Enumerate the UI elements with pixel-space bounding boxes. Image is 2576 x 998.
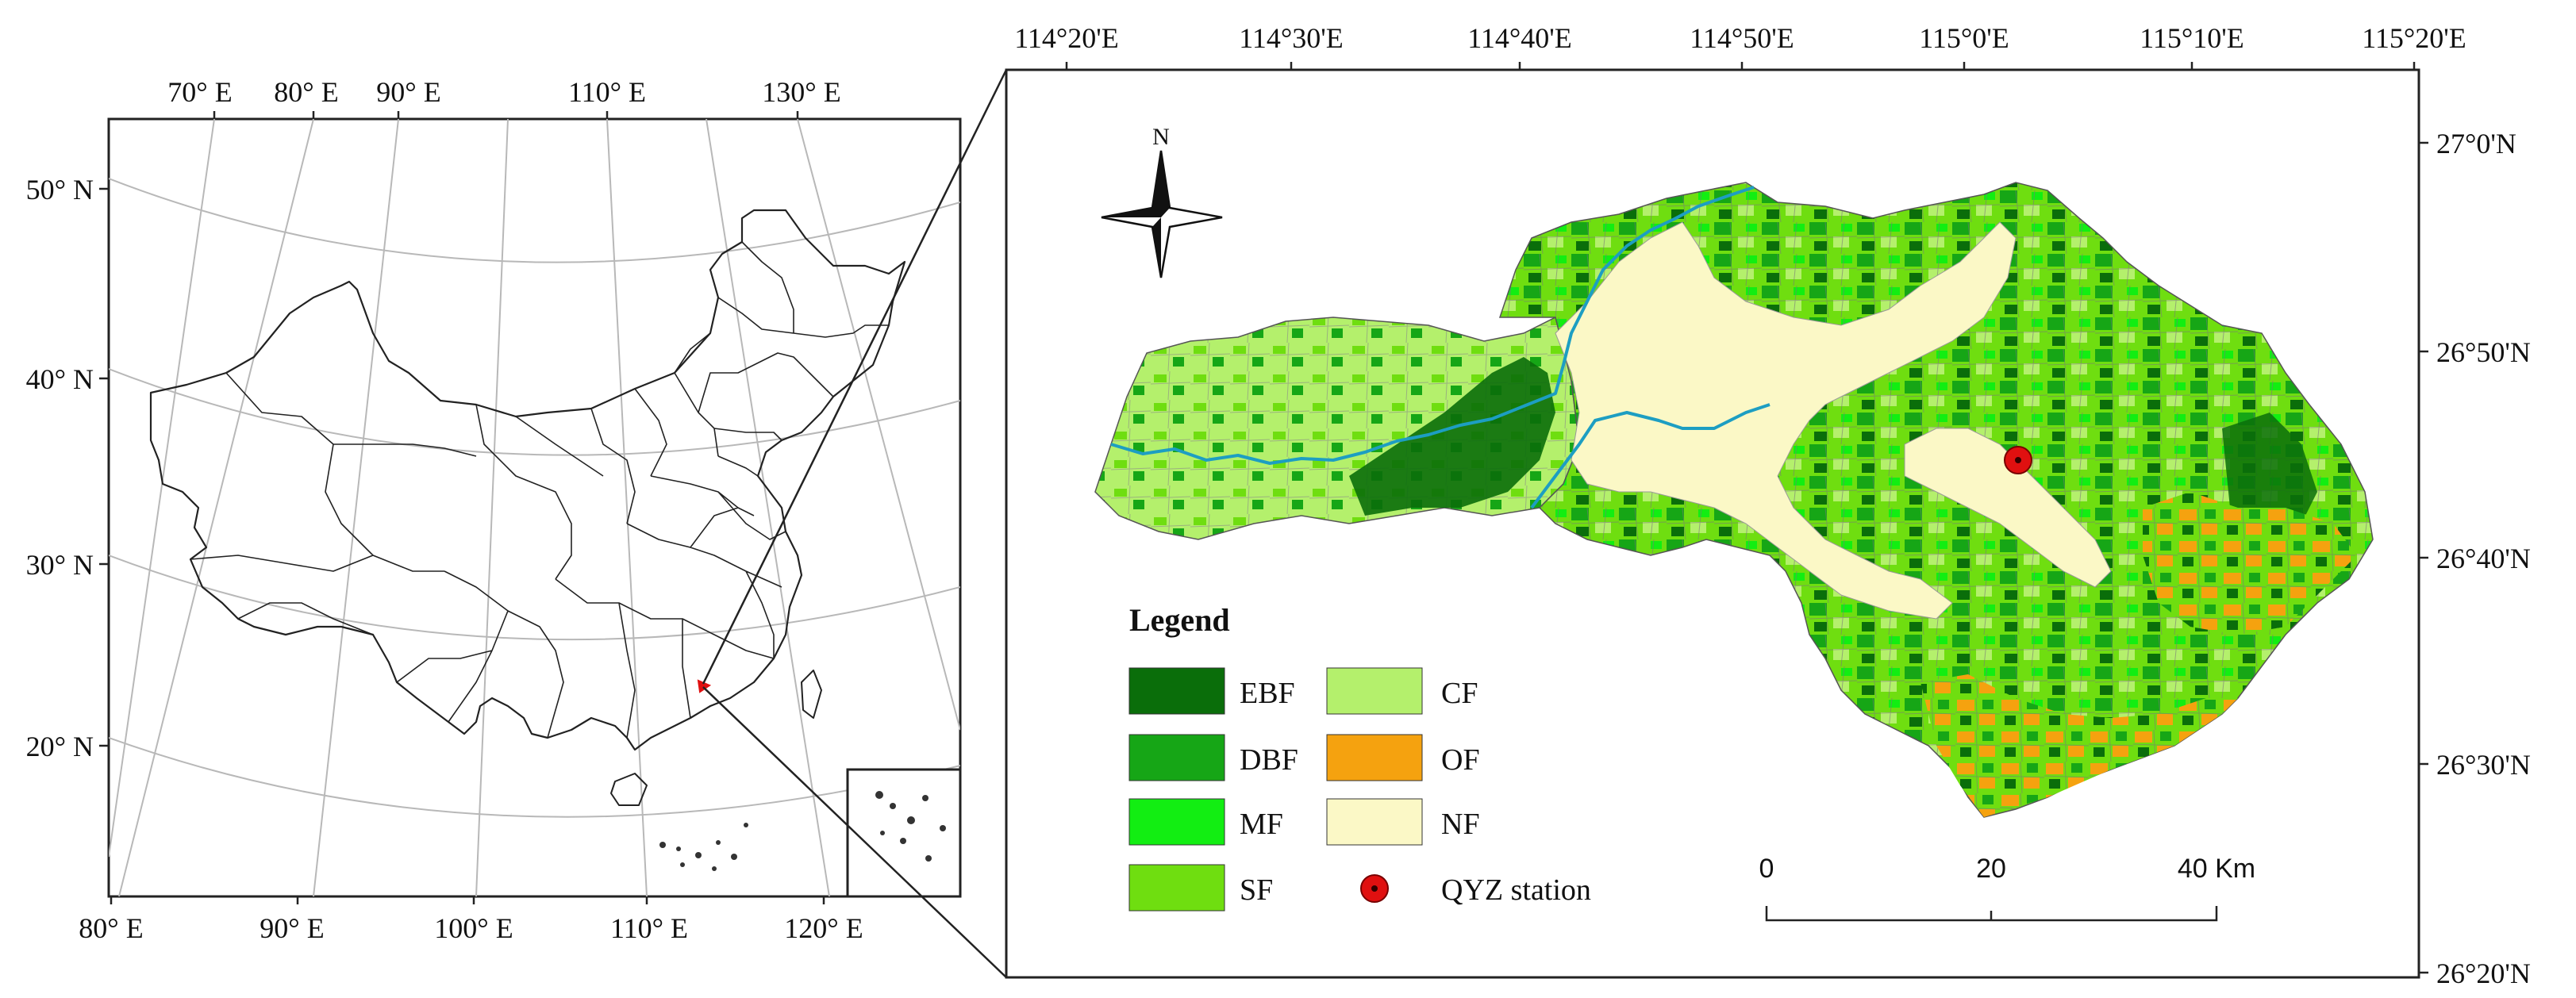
- detail-lat-label-2: 26°50'N: [2436, 336, 2531, 368]
- legend-swatch-of: [1326, 734, 1423, 781]
- overview-bottom-lon-label-3: 100° E: [434, 912, 513, 944]
- of-zone-south: [1920, 674, 2238, 817]
- parallel-50: [109, 178, 960, 263]
- south-china-sea-islands: [659, 823, 748, 871]
- graticule: [109, 119, 960, 896]
- meridian-70: [109, 119, 215, 858]
- detail-top-lon-label-6: 115°10'E: [2140, 22, 2244, 54]
- legend-swatch-dbf: [1128, 734, 1225, 781]
- qyz-station-center: [2015, 457, 2021, 463]
- legend-label-mf: MF: [1240, 808, 1283, 841]
- legend-label-ebf: EBF: [1240, 677, 1295, 710]
- south-china-sea-inset: [846, 768, 962, 898]
- legend-label-sf: SF: [1240, 873, 1273, 907]
- nf-valley: [1555, 221, 2017, 620]
- overview-bottom-lon-label-5: 120° E: [784, 912, 863, 944]
- parallel-20: [109, 737, 960, 818]
- overview-top-lon-label-4: 110° E: [568, 76, 646, 108]
- detail-lat-label-5: 26°20'N: [2436, 958, 2531, 989]
- scale-label-20: 20: [1976, 854, 2006, 884]
- legend-label-cf: CF: [1441, 677, 1478, 710]
- overview-bottom-lon-label-1: 80° E: [79, 912, 143, 944]
- hainan-island: [610, 773, 648, 806]
- legend-label-qyz-station: QYZ station: [1441, 873, 1591, 907]
- legend-station-symbol-center: [1371, 885, 1378, 892]
- detail-top-lon-label-7: 115°20'E: [2362, 22, 2466, 54]
- nf-strip-east: [1904, 428, 2112, 588]
- overview-lat-label-4: 20° N: [26, 731, 94, 762]
- legend-swatch-cf: [1326, 667, 1423, 715]
- north-arrow-shade: [1102, 151, 1170, 278]
- overview-lat-label-1: 50° N: [26, 174, 94, 205]
- meridian-110: [606, 119, 648, 896]
- country-outline: [149, 209, 906, 871]
- river: [1110, 186, 1771, 509]
- map-legend: Legend EBF DBF MF SF CF OF NF QYZ statio…: [1128, 602, 1591, 912]
- parallel-30: [109, 555, 960, 641]
- ebf-band-west: [1349, 357, 1555, 516]
- legend-label-of: OF: [1441, 743, 1480, 777]
- meridian-90: [313, 119, 399, 896]
- north-arrow: N: [1101, 124, 1223, 278]
- legend-label-nf: NF: [1441, 808, 1480, 841]
- inset-islands: [875, 791, 946, 862]
- overview-frame: [107, 117, 962, 898]
- overview-bottom-lon-label-4: 110° E: [610, 912, 688, 944]
- legend-swatch-mf: [1128, 798, 1225, 846]
- detail-map: N Legend EBF DBF MF SF CF OF NF QYZ stat…: [1005, 22, 2531, 989]
- meridian-100: [475, 119, 509, 896]
- overview-lat-ticks: [99, 187, 109, 747]
- north-arrow-label: N: [1152, 124, 1170, 150]
- detail-right-lat-ticks: [2419, 141, 2428, 974]
- legend-swatch-nf: [1326, 798, 1423, 846]
- scale-bar: 0 20 40 Km: [1759, 854, 2255, 922]
- china-border: [149, 209, 906, 751]
- overview-top-lon-label-2: 80° E: [274, 76, 338, 108]
- overview-lat-label-3: 30° N: [26, 549, 94, 581]
- legend-swatch-ebf: [1128, 667, 1225, 715]
- province-lines: [190, 241, 889, 739]
- overview-top-lon-ticks: [213, 111, 799, 119]
- detail-lat-label-1: 27°0'N: [2436, 128, 2516, 159]
- scale-label-0: 0: [1759, 854, 1774, 884]
- overview-bottom-lon-ticks: [110, 896, 825, 904]
- overview-map: 70° E 80° E 90° E 110° E 130° E 80° E 90…: [26, 76, 962, 944]
- overview-top-lon-label-3: 90° E: [376, 76, 440, 108]
- scale-label-40: 40 Km: [2178, 854, 2255, 884]
- legend-swatch-sf: [1128, 864, 1225, 912]
- zoom-connector-lines: [702, 69, 1008, 978]
- overview-bottom-lon-label-2: 90° E: [260, 912, 324, 944]
- detail-top-lon-ticks: [1065, 62, 2416, 70]
- detail-lat-label-3: 26°40'N: [2436, 543, 2531, 574]
- detail-top-lon-label-1: 114°20'E: [1014, 22, 1119, 54]
- overview-top-lon-label-5: 130° E: [762, 76, 840, 108]
- legend-label-dbf: DBF: [1240, 743, 1298, 777]
- detail-top-lon-label-4: 114°50'E: [1690, 22, 1794, 54]
- meridian-130: [797, 119, 960, 731]
- meridian-120: [706, 119, 830, 896]
- detail-top-lon-label-3: 114°40'E: [1467, 22, 1572, 54]
- detail-top-lon-label-5: 115°0'E: [1919, 22, 2009, 54]
- taiwan-island: [801, 670, 822, 719]
- of-zone-east: [2143, 492, 2357, 635]
- legend-title: Legend: [1129, 602, 1230, 638]
- detail-lat-label-4: 26°30'N: [2436, 749, 2531, 781]
- overview-lat-label-2: 40° N: [26, 363, 94, 395]
- scale-bar-line: [1765, 906, 2218, 922]
- detail-top-lon-label-2: 114°30'E: [1239, 22, 1344, 54]
- overview-top-lon-label-1: 70° E: [167, 76, 232, 108]
- meridian-80: [118, 119, 314, 896]
